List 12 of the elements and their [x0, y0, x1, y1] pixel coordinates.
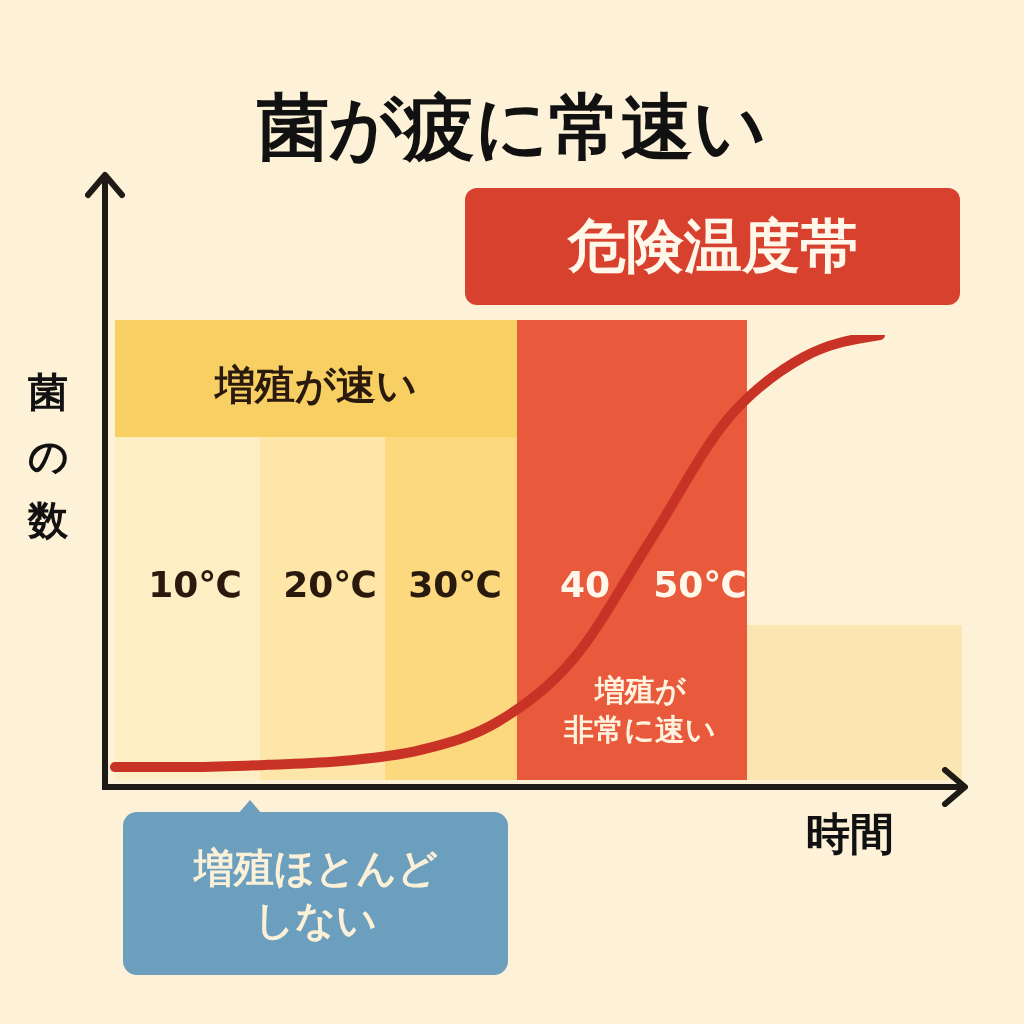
annotation: 増殖が速い: [215, 361, 417, 410]
x-axis-title: 時間: [805, 807, 895, 861]
text: 危険温度帯: [567, 210, 858, 282]
annotation: 50℃: [653, 562, 747, 607]
annotation: 10℃: [148, 562, 242, 607]
annotation: 30℃: [408, 562, 502, 607]
chart-title: 菌が疲に常速い: [256, 84, 768, 171]
text: 増殖ほとんどしない: [193, 843, 438, 945]
annotation: 20℃: [283, 562, 377, 607]
annotation: 40: [559, 562, 611, 607]
y-axis-title: 菌の数: [28, 368, 70, 545]
annotation: 増殖が非常に速い: [564, 672, 716, 749]
